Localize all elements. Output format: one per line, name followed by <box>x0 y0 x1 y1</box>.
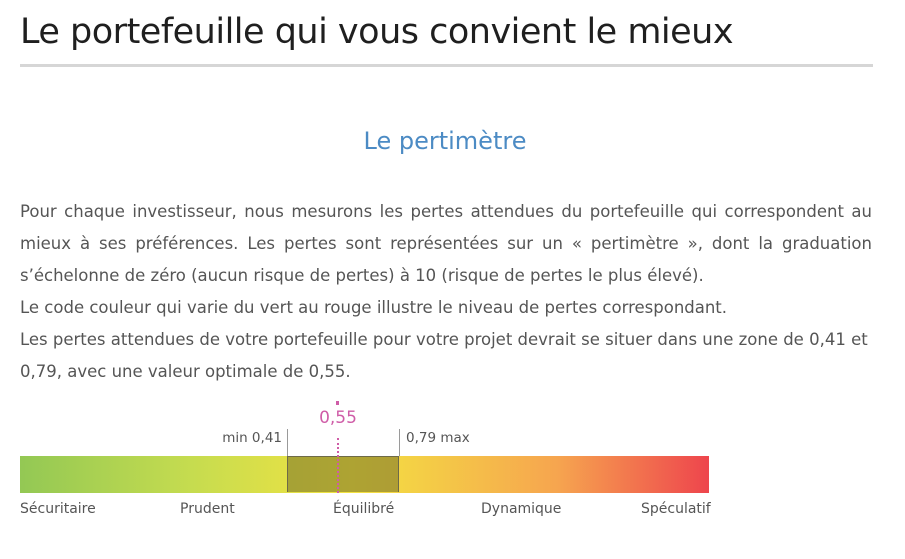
section-title: Le pertimètre <box>363 127 527 155</box>
optimal-value-label: 0,55 <box>319 408 357 428</box>
category-dynamique: Dynamique <box>481 501 562 517</box>
title-divider <box>20 64 873 67</box>
zone-min-marker <box>287 429 288 456</box>
zone-max-label: 0,79 max <box>406 430 470 446</box>
category-speculatif: Spéculatif <box>641 501 711 517</box>
category-securitaire: Sécuritaire <box>20 501 96 517</box>
optimal-value-marker <box>337 438 339 493</box>
intro-paragraph: Pour chaque investisseur, nous mesurons … <box>20 202 872 285</box>
expected-loss-zone <box>287 456 399 492</box>
optimal-value-dot <box>336 401 339 405</box>
zone-max-marker <box>399 429 400 456</box>
page-title: Le portefeuille qui vous convient le mie… <box>20 12 734 52</box>
category-equilibre: Équilibré <box>333 501 395 517</box>
color-code-paragraph: Le code couleur qui varie du vert au rou… <box>20 298 728 317</box>
zone-min-label: min 0,41 <box>222 430 282 446</box>
category-prudent: Prudent <box>180 501 235 517</box>
expected-losses-paragraph: Les pertes attendues de votre portefeuil… <box>20 330 868 381</box>
